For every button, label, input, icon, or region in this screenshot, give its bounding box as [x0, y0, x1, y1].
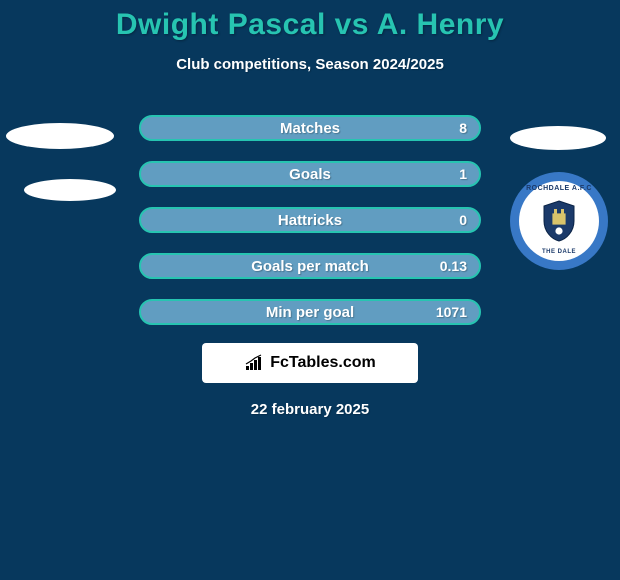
stat-label: Matches — [280, 120, 340, 137]
stat-bar: Hattricks 0 — [139, 207, 481, 233]
date-label: 22 february 2025 — [0, 401, 620, 418]
stat-value-right: 0.13 — [440, 258, 467, 274]
stat-value-right: 1071 — [436, 304, 467, 320]
club-badge-inner: ROCHDALE A.F.C THE DALE — [519, 181, 599, 261]
page-title: Dwight Pascal vs A. Henry — [0, 8, 620, 42]
badge-top-text: ROCHDALE A.F.C — [526, 185, 592, 192]
stat-value-right: 1 — [459, 166, 467, 182]
shield-icon — [540, 199, 578, 243]
badge-bottom-text: THE DALE — [542, 249, 576, 255]
stat-label: Goals — [289, 166, 331, 183]
stat-label: Goals per match — [251, 258, 369, 275]
subtitle: Club competitions, Season 2024/2025 — [0, 56, 620, 73]
stat-label: Hattricks — [278, 212, 342, 229]
placeholder-ellipse-left-2 — [24, 179, 116, 201]
placeholder-ellipse-right-1 — [510, 126, 606, 150]
stat-bar: Min per goal 1071 — [139, 299, 481, 325]
bar-chart-icon — [244, 354, 264, 372]
attribution-logo: FcTables.com — [202, 343, 418, 383]
stat-bar: Matches 8 — [139, 115, 481, 141]
stat-label: Min per goal — [266, 304, 354, 321]
stat-bar: Goals 1 — [139, 161, 481, 187]
stat-value-right: 8 — [459, 120, 467, 136]
club-badge: ROCHDALE A.F.C THE DALE — [510, 172, 608, 270]
stat-bar: Goals per match 0.13 — [139, 253, 481, 279]
stat-value-right: 0 — [459, 212, 467, 228]
placeholder-ellipse-left-1 — [6, 123, 114, 149]
stat-bars: Matches 8 Goals 1 Hattricks 0 Goals per … — [139, 115, 481, 325]
attribution-text: FcTables.com — [270, 354, 376, 372]
comparison-infographic: Dwight Pascal vs A. Henry Club competiti… — [0, 0, 620, 580]
